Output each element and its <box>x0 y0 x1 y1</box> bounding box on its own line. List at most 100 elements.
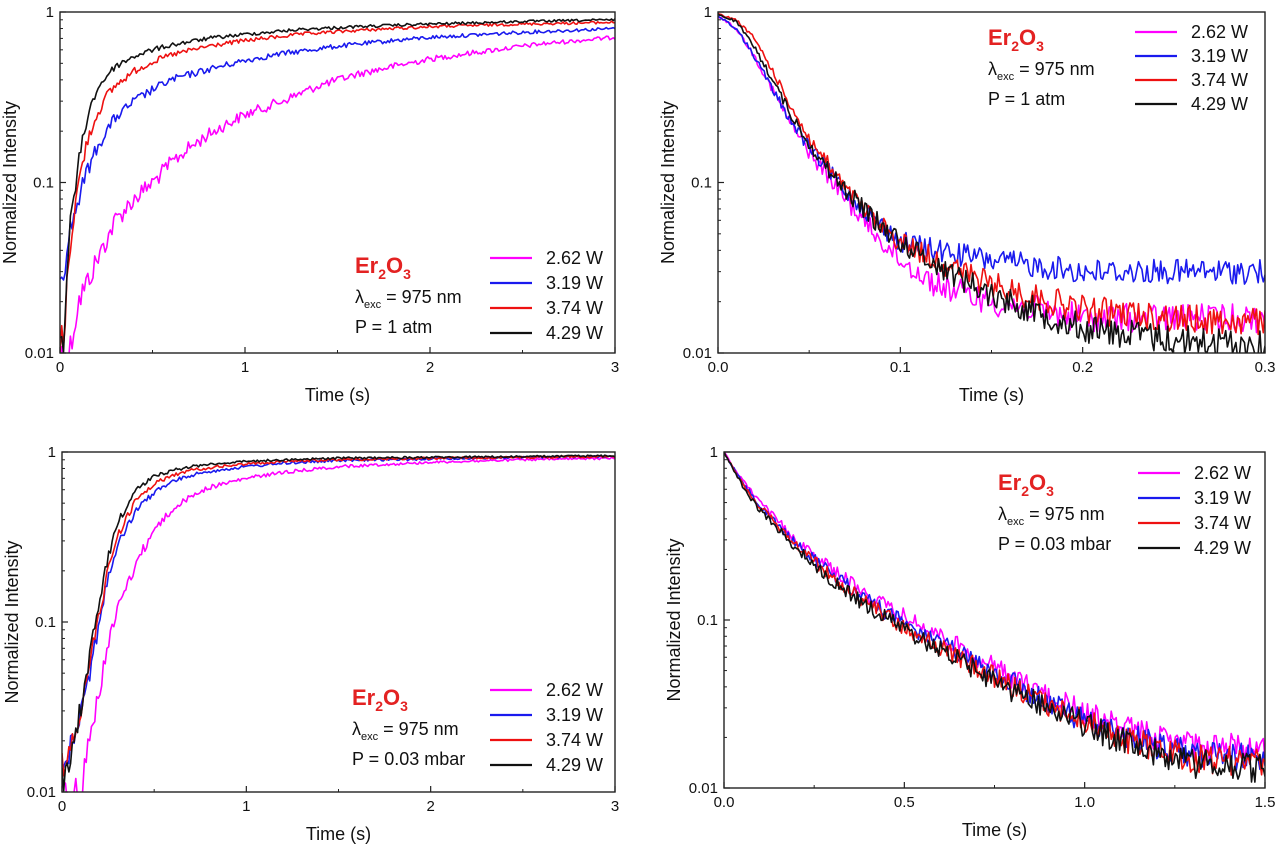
compound-part: Er <box>988 25 1012 50</box>
pressure-label: P = 0.03 mbar <box>352 749 465 769</box>
compound-label: Er2O3 <box>352 685 408 714</box>
legend: 2.62 W 3.19 W 3.74 W 4.29 W <box>490 680 603 775</box>
x-tick-label: 0 <box>58 798 66 815</box>
series-line-4-29-W <box>60 18 615 353</box>
series-group <box>62 454 615 792</box>
excitation-value: = 975 nm <box>1024 504 1105 524</box>
x-tick-label: 1 <box>242 798 250 815</box>
legend-label: 4.29 W <box>546 323 603 343</box>
x-tick-label: 1.0 <box>1074 794 1095 811</box>
y-axis-label: Normalized Intensity <box>0 101 20 264</box>
series-line-2-62-W <box>724 452 1265 762</box>
x-tick-label: 1.5 <box>1255 794 1276 811</box>
legend-label: 3.74 W <box>546 730 603 750</box>
legend-label: 2.62 W <box>1194 463 1251 483</box>
compound-label: Er2O3 <box>998 470 1054 499</box>
legend: 2.62 W 3.19 W 3.74 W 4.29 W <box>490 248 603 343</box>
x-axis-label: Time (s) <box>959 385 1024 405</box>
pressure-label: P = 0.03 mbar <box>998 534 1111 554</box>
x-tick-label: 3 <box>611 798 619 815</box>
legend-label: 4.29 W <box>1194 538 1251 558</box>
x-tick-label: 0.5 <box>894 794 915 811</box>
excitation-label: λexc = 975 nm <box>355 287 462 311</box>
chart-panel-bottom-right: 0.0 0.5 1.0 1.5 0.01 0.1 1 Time (s) Normalized I… <box>664 444 1275 840</box>
x-tick-label: 0.0 <box>714 794 735 811</box>
lambda-symbol: λ <box>988 59 997 79</box>
compound-part: Er <box>355 253 379 278</box>
x-tick-label: 1 <box>241 359 249 376</box>
x-tick-label: 2 <box>426 359 434 376</box>
lambda-symbol: λ <box>998 504 1007 524</box>
lambda-subscript: exc <box>1007 516 1025 528</box>
series-line-3-19-W <box>724 452 1265 771</box>
series-line-3-19-W <box>62 455 615 774</box>
y-tick-label: 0.01 <box>27 784 56 801</box>
annotation: Er2O3 λexc = 975 nm P = 0.03 mbar <box>352 685 465 769</box>
chart-panel-top-left: 0 1 2 3 0.01 0.1 1 Time (s) Normalized Intensity… <box>0 4 619 405</box>
compound-part: O <box>1019 25 1036 50</box>
x-tick-label: 0 <box>56 359 64 376</box>
series-group <box>724 452 1265 783</box>
excitation-label: λexc = 975 nm <box>998 504 1105 528</box>
excitation-label: λexc = 975 nm <box>352 719 459 743</box>
legend-label: 3.19 W <box>1191 46 1248 66</box>
compound-subscript: 2 <box>378 266 386 282</box>
y-tick-label: 0.1 <box>35 614 56 631</box>
x-tick-label: 3 <box>611 359 619 376</box>
series-line-3-74-W <box>62 455 615 777</box>
x-tick-label: 0.2 <box>1072 359 1093 376</box>
compound-part: O <box>383 685 400 710</box>
x-axis-label: Time (s) <box>306 824 371 844</box>
x-axis-label: Time (s) <box>962 820 1027 840</box>
series-line-2-62-W <box>718 15 1265 334</box>
series-line-4-29-W <box>62 454 615 792</box>
series-line-4-29-W <box>724 452 1265 783</box>
x-tick-label: 0.3 <box>1255 359 1276 376</box>
compound-subscript: 2 <box>1021 483 1029 499</box>
x-tick-label: 0.0 <box>708 359 729 376</box>
compound-subscript: 3 <box>403 266 411 282</box>
y-tick-label: 1 <box>710 444 718 461</box>
legend-label: 2.62 W <box>546 248 603 268</box>
legend-label: 3.74 W <box>546 298 603 318</box>
excitation-value: = 975 nm <box>381 287 462 307</box>
y-tick-label: 1 <box>46 4 54 21</box>
series-line-4-29-W <box>718 13 1265 353</box>
chart-panel-bottom-left: 0 1 2 3 0.01 0.1 1 Time (s) Normalized Intensity… <box>2 444 619 844</box>
y-tick-label: 0.01 <box>683 345 712 362</box>
x-tick-label: 0.1 <box>890 359 911 376</box>
chart-panel-top-right: 0.0 0.1 0.2 0.3 0.01 0.1 1 Time (s) Normalized I… <box>658 4 1275 405</box>
pressure-label: P = 1 atm <box>988 89 1065 109</box>
series-line-3-19-W <box>60 26 615 281</box>
excitation-value: = 975 nm <box>1014 59 1095 79</box>
y-tick-label: 0.01 <box>25 345 54 362</box>
y-axis-label: Normalized Intensity <box>658 101 678 264</box>
legend-label: 3.74 W <box>1194 513 1251 533</box>
lambda-subscript: exc <box>361 731 379 743</box>
plot-frame <box>61 451 616 793</box>
y-tick-label: 0.1 <box>33 175 54 192</box>
y-tick-label: 0.1 <box>697 612 718 629</box>
legend-label: 2.62 W <box>546 680 603 700</box>
compound-subscript: 3 <box>400 698 408 714</box>
series-group <box>718 12 1265 353</box>
compound-label: Er2O3 <box>988 25 1044 54</box>
legend-label: 3.74 W <box>1191 70 1248 90</box>
series-line-2-62-W <box>60 35 615 353</box>
x-tick-label: 2 <box>426 798 434 815</box>
pressure-label: P = 1 atm <box>355 317 432 337</box>
legend: 2.62 W 3.19 W 3.74 W 4.29 W <box>1138 463 1251 558</box>
legend-label: 4.29 W <box>546 755 603 775</box>
legend-label: 3.19 W <box>546 705 603 725</box>
legend-label: 3.19 W <box>546 273 603 293</box>
legend: 2.62 W 3.19 W 3.74 W 4.29 W <box>1135 22 1248 114</box>
x-axis-label: Time (s) <box>305 385 370 405</box>
compound-part: Er <box>998 470 1022 495</box>
compound-part: Er <box>352 685 376 710</box>
compound-part: O <box>386 253 403 278</box>
plot-frame <box>59 11 616 354</box>
lambda-symbol: λ <box>352 719 361 739</box>
series-line-3-74-W <box>60 20 615 353</box>
y-tick-label: 1 <box>704 4 712 21</box>
